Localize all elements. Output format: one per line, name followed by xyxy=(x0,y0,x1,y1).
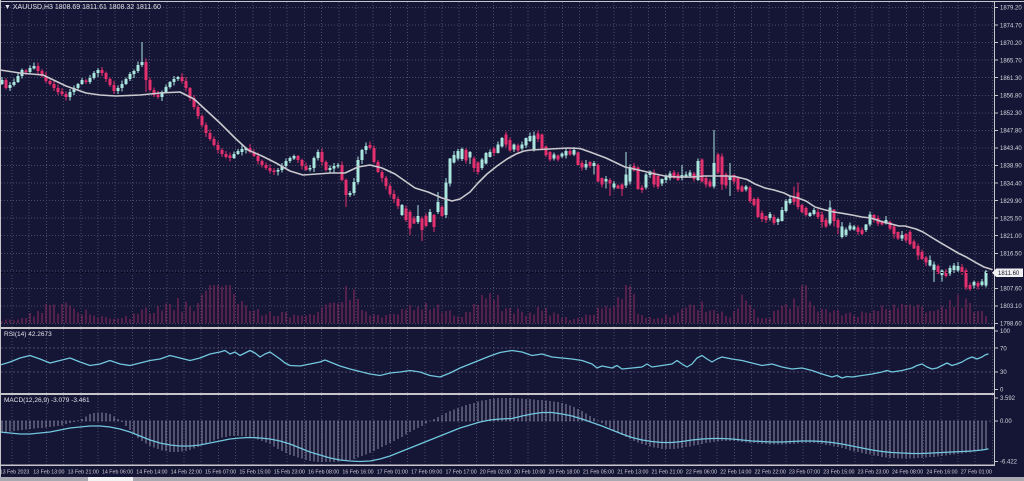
svg-text:1856.80: 1856.80 xyxy=(1000,93,1022,99)
svg-text:22 Feb 06:00: 22 Feb 06:00 xyxy=(686,470,717,476)
svg-text:RSI(14) 42.2673: RSI(14) 42.2673 xyxy=(4,331,52,338)
svg-text:17 Feb 01:00: 17 Feb 01:00 xyxy=(377,470,408,476)
svg-text:22 Feb 22:00: 22 Feb 22:00 xyxy=(755,470,786,476)
svg-text:13 Feb 21:00: 13 Feb 21:00 xyxy=(68,470,99,476)
svg-text:1798.60: 1798.60 xyxy=(1000,322,1022,328)
svg-text:24 Feb 08:00: 24 Feb 08:00 xyxy=(892,470,923,476)
svg-text:13 Feb 2023: 13 Feb 2023 xyxy=(0,470,29,476)
svg-text:1861.30: 1861.30 xyxy=(1000,76,1022,82)
svg-text:1834.40: 1834.40 xyxy=(1000,181,1022,187)
svg-text:▼ XAUUSD,H3 1808.69 1811.61 1: ▼ XAUUSD,H3 1808.69 1811.61 1808.32 1811… xyxy=(4,4,161,11)
svg-text:100: 100 xyxy=(1000,329,1011,335)
svg-text:16 Feb 16:00: 16 Feb 16:00 xyxy=(342,470,373,476)
svg-text:0.00: 0.00 xyxy=(1000,419,1012,425)
svg-text:22 Feb 14:00: 22 Feb 14:00 xyxy=(720,470,751,476)
svg-text:21 Feb 21:00: 21 Feb 21:00 xyxy=(652,470,683,476)
svg-text:1816.50: 1816.50 xyxy=(1000,251,1022,257)
svg-text:16 Feb 08:00: 16 Feb 08:00 xyxy=(308,470,339,476)
svg-text:1865.70: 1865.70 xyxy=(1000,58,1022,64)
svg-text:1803.10: 1803.10 xyxy=(1000,304,1022,310)
svg-text:24 Feb 16:00: 24 Feb 16:00 xyxy=(926,470,957,476)
svg-text:13 Feb 13:00: 13 Feb 13:00 xyxy=(33,470,64,476)
svg-text:14 Feb 14:00: 14 Feb 14:00 xyxy=(136,470,167,476)
svg-text:17 Feb 17:00: 17 Feb 17:00 xyxy=(445,470,476,476)
svg-text:1807.60: 1807.60 xyxy=(1000,287,1022,293)
svg-text:14 Feb 22:00: 14 Feb 22:00 xyxy=(171,470,202,476)
svg-text:1825.50: 1825.50 xyxy=(1000,216,1022,222)
svg-text:20 Feb 18:00: 20 Feb 18:00 xyxy=(548,470,579,476)
svg-text:MACD(12,26,9) -3.079 -3.461: MACD(12,26,9) -3.079 -3.461 xyxy=(4,397,90,404)
svg-text:1879.20: 1879.20 xyxy=(1000,6,1022,12)
svg-text:1838.90: 1838.90 xyxy=(1000,164,1022,170)
svg-text:70: 70 xyxy=(1000,346,1007,352)
svg-text:15 Feb 23:00: 15 Feb 23:00 xyxy=(274,470,305,476)
svg-text:23 Feb 07:00: 23 Feb 07:00 xyxy=(789,470,820,476)
svg-text:0: 0 xyxy=(1000,388,1004,394)
svg-text:27 Feb 01:00: 27 Feb 01:00 xyxy=(961,470,992,476)
svg-text:21 Feb 13:00: 21 Feb 13:00 xyxy=(617,470,648,476)
svg-text:1847.80: 1847.80 xyxy=(1000,129,1022,135)
svg-text:20 Feb 02:00: 20 Feb 02:00 xyxy=(480,470,511,476)
svg-text:30: 30 xyxy=(1000,370,1007,376)
svg-text:15 Feb 15:00: 15 Feb 15:00 xyxy=(239,470,270,476)
svg-text:15 Feb 07:00: 15 Feb 07:00 xyxy=(205,470,236,476)
svg-text:14 Feb 06:00: 14 Feb 06:00 xyxy=(102,470,133,476)
svg-text:20 Feb 10:00: 20 Feb 10:00 xyxy=(514,470,545,476)
svg-text:23 Feb 23:00: 23 Feb 23:00 xyxy=(858,470,889,476)
svg-text:17 Feb 09:00: 17 Feb 09:00 xyxy=(411,470,442,476)
svg-text:1821.00: 1821.00 xyxy=(1000,234,1022,240)
svg-text:1852.30: 1852.30 xyxy=(1000,111,1022,117)
svg-text:1829.90: 1829.90 xyxy=(1000,199,1022,205)
svg-text:-6.422: -6.422 xyxy=(1000,460,1018,466)
svg-text:1874.70: 1874.70 xyxy=(1000,23,1022,29)
svg-text:3.592: 3.592 xyxy=(1000,396,1016,402)
svg-text:1811.60: 1811.60 xyxy=(998,271,1020,277)
svg-text:23 Feb 15:00: 23 Feb 15:00 xyxy=(823,470,854,476)
svg-text:1843.40: 1843.40 xyxy=(1000,146,1022,152)
svg-text:1870.20: 1870.20 xyxy=(1000,41,1022,47)
svg-text:21 Feb 05:00: 21 Feb 05:00 xyxy=(583,470,614,476)
